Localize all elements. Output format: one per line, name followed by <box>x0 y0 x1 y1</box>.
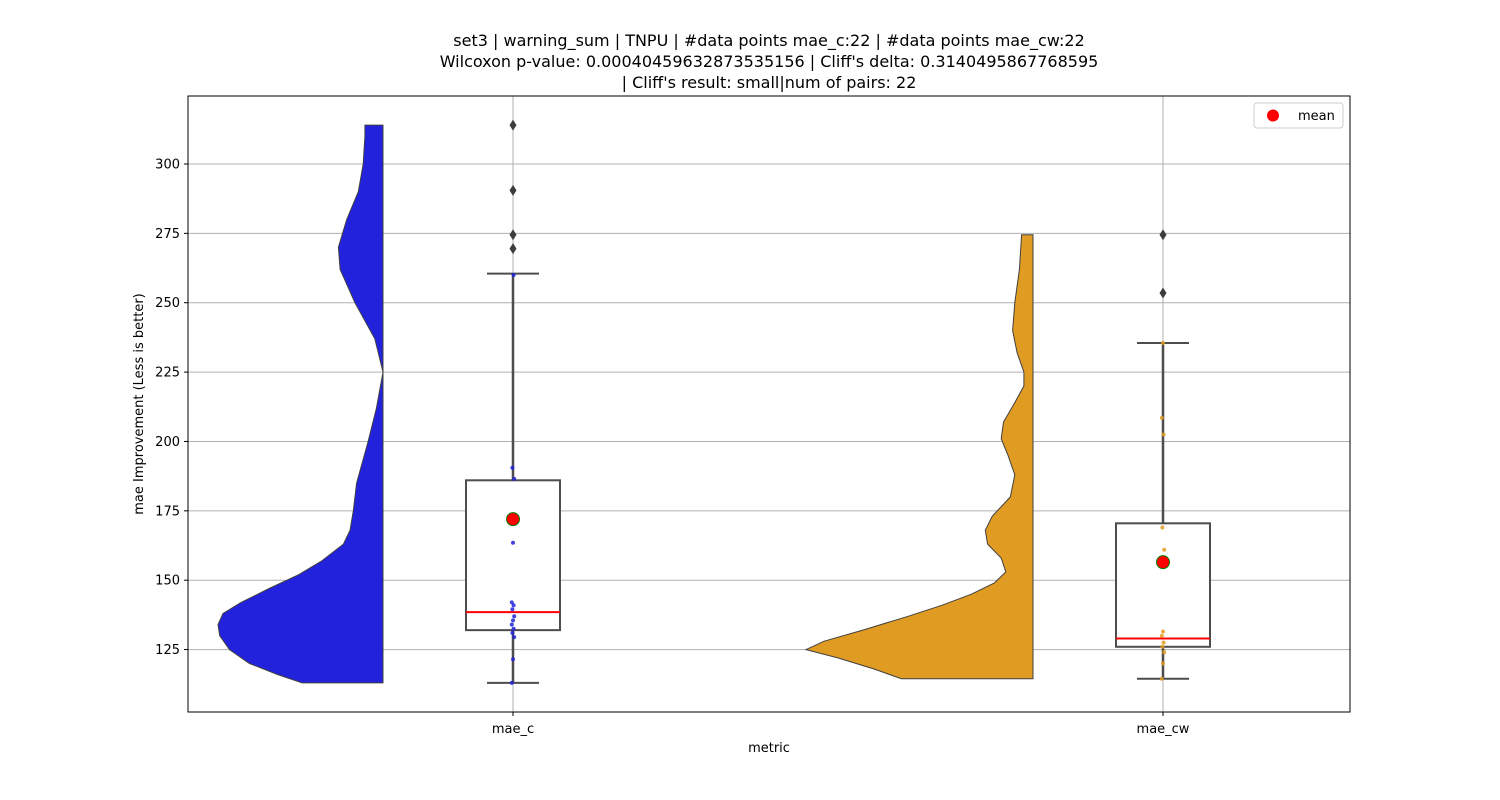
outlier-mae_c <box>509 184 517 196</box>
x-axis-label: metric <box>748 741 790 756</box>
data-point-mae_cw <box>1159 676 1164 681</box>
chart-title: set3 | warning_sum | TNPU | #data points… <box>440 31 1099 92</box>
y-axis-label: mae Improvement (Less is better) <box>132 293 147 514</box>
y-tick-label: 225 <box>155 366 180 381</box>
data-point-mae_c <box>509 680 514 685</box>
data-point-mae_cw <box>1161 341 1165 345</box>
data-point-mae_cw <box>1161 640 1166 645</box>
outlier-mae_cw <box>1159 287 1167 299</box>
data-point-mae_c <box>510 630 515 635</box>
y-tick-label: 300 <box>155 157 180 172</box>
violin-mae_cw <box>804 234 1034 680</box>
data-point-mae_c <box>509 622 514 627</box>
x-tick-label-mae_cw: mae_cw <box>1137 722 1190 737</box>
data-point-mae_cw <box>1160 525 1165 530</box>
outlier-mae_cw <box>1159 229 1167 241</box>
data-point-mae_cw <box>1162 547 1167 552</box>
outlier-mae_c <box>509 243 517 255</box>
legend-mean-marker <box>1267 109 1279 122</box>
violins <box>217 124 1034 684</box>
y-tick-label: 200 <box>155 435 180 450</box>
data-point-mae_c <box>509 600 514 605</box>
data-point-mae_c <box>511 657 515 662</box>
outlier-mae_c <box>509 119 517 131</box>
y-axis-ticks: 125 150 175 200 225 250 275 300 <box>155 157 188 658</box>
data-point-mae_c <box>511 273 516 277</box>
y-tick-label: 175 <box>155 504 180 519</box>
means <box>506 512 1170 570</box>
data-point-mae_c <box>511 618 515 623</box>
data-point-mae_c <box>510 465 515 470</box>
mean-marker-mae_cw <box>1156 555 1170 570</box>
data-point-mae_c <box>511 626 516 631</box>
data-point-mae_cw <box>1160 644 1165 649</box>
data-point-mae_cw <box>1162 650 1167 655</box>
title-line-1: set3 | warning_sum | TNPU | #data points… <box>453 31 1084 51</box>
x-tick-label-mae_c: mae_c <box>492 722 534 737</box>
mean-marker-mae_c <box>506 512 520 527</box>
data-point-mae_c <box>512 614 517 619</box>
legend: mean <box>1253 102 1344 129</box>
data-point-mae_c <box>512 476 517 481</box>
legend-label: mean <box>1298 109 1335 124</box>
y-tick-label: 125 <box>155 643 180 658</box>
y-tick-label: 250 <box>155 296 180 311</box>
strip-points <box>509 273 1167 685</box>
data-point-mae_cw <box>1159 633 1164 638</box>
data-point-mae_c <box>512 635 517 640</box>
title-line-3: | Cliff's result: small|num of pairs: 22 <box>622 73 917 92</box>
x-axis-ticks: mae_c mae_cw <box>492 712 1190 737</box>
data-point-mae_c <box>510 607 515 612</box>
outlier-mae_c <box>509 229 517 241</box>
box-mae_cw <box>1115 522 1211 648</box>
data-point-mae_cw <box>1159 415 1164 420</box>
violin-mae_c <box>217 124 384 684</box>
plot-area-frame <box>187 95 1351 713</box>
y-tick-label: 275 <box>155 227 180 242</box>
data-point-mae_cw <box>1161 629 1165 634</box>
data-point-mae_cw <box>1161 661 1165 666</box>
y-tick-label: 150 <box>155 574 180 589</box>
legend-frame <box>1253 102 1344 129</box>
title-line-2: Wilcoxon p-value: 0.00040459632873535156… <box>440 52 1099 71</box>
data-point-mae_c <box>511 540 515 545</box>
data-point-mae_cw <box>1161 432 1166 437</box>
